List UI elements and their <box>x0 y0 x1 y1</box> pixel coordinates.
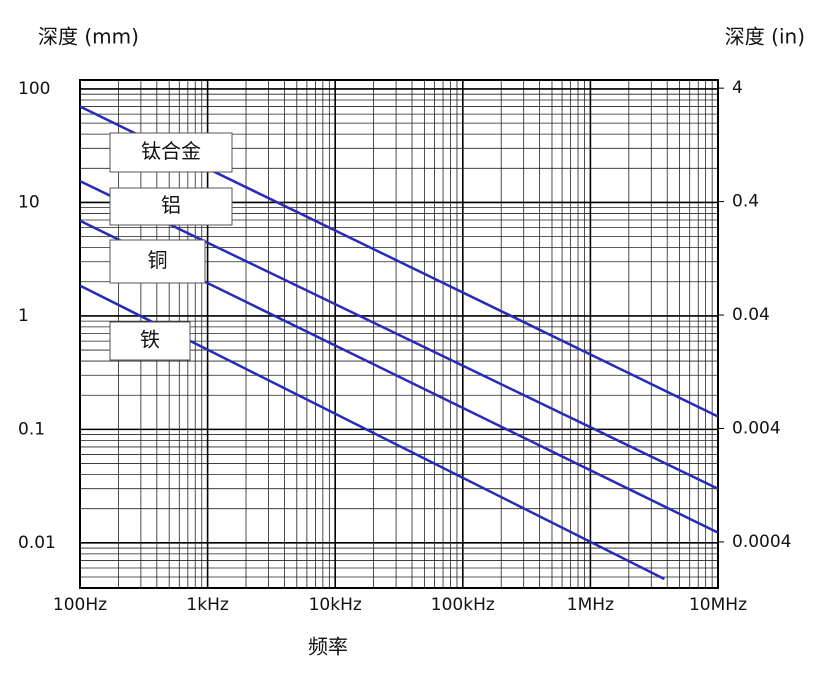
y-tick-label: 10 <box>18 192 40 212</box>
series-label-box <box>109 132 233 173</box>
x-tick-label: 1kHz <box>186 595 228 615</box>
x-tick-label: 1MHz <box>567 595 614 615</box>
x-axis-title: 频率 <box>308 635 348 659</box>
x-tick-label: 100Hz <box>53 595 107 615</box>
y2-axis-title: 深度 (in) <box>725 25 805 49</box>
y-tick-label: 100 <box>18 79 50 99</box>
series-label: 钛合金 <box>141 139 201 163</box>
plot-frame <box>79 79 719 589</box>
x-tick-label: 10MHz <box>689 595 747 615</box>
y2-tick-label: 0.0004 <box>732 532 791 552</box>
series-line <box>79 180 719 490</box>
series-label-box <box>109 187 233 226</box>
y2-tick-label: 0.04 <box>732 305 770 325</box>
series-label-box <box>109 321 191 361</box>
y-tick-label: 0.01 <box>18 533 56 553</box>
y-tick-label: 0.1 <box>18 419 45 439</box>
x-tick-label: 10kHz <box>309 595 362 615</box>
x-tick-label: 100kHz <box>431 595 495 615</box>
series-label: 铁 <box>140 328 160 352</box>
y-axis-title: 深度 (mm) <box>38 25 139 49</box>
series-label: 铝 <box>161 193 181 217</box>
series-label-box <box>109 239 206 284</box>
y2-tick-label: 4 <box>732 78 743 98</box>
series-label: 铜 <box>148 248 168 272</box>
y-tick-label: 1 <box>18 306 29 326</box>
y2-tick-label: 0.4 <box>732 192 759 212</box>
y2-tick-label: 0.004 <box>732 418 781 438</box>
